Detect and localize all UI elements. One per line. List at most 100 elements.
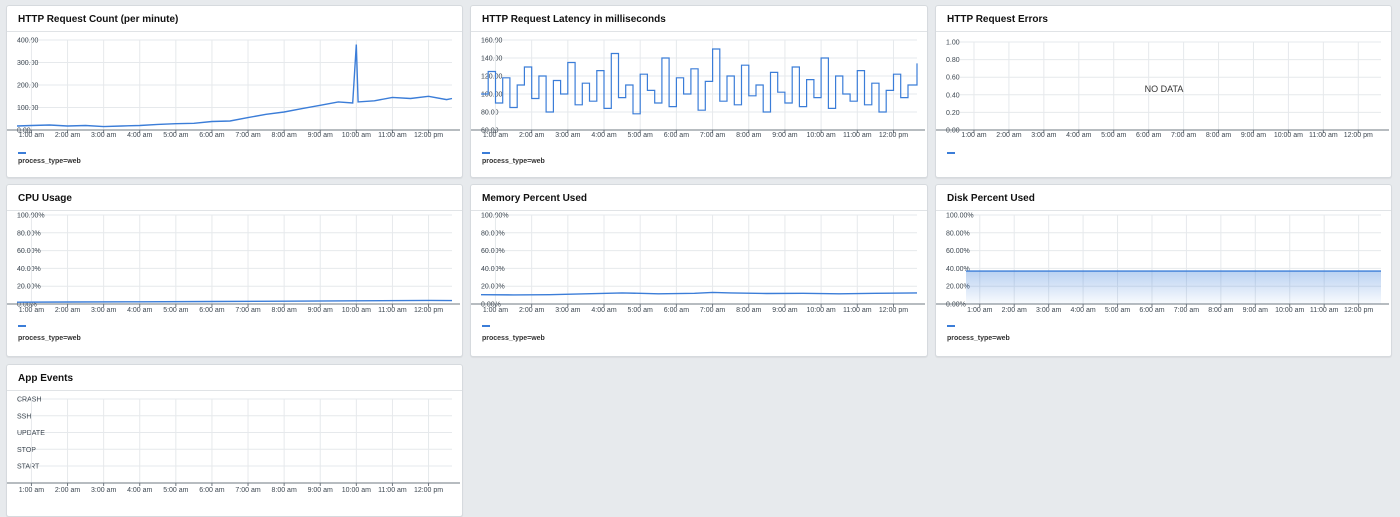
x-tick-label: 3:00 am bbox=[91, 132, 116, 139]
x-tick-label: 11:00 am bbox=[378, 132, 407, 139]
legend-label[interactable]: process_type=web bbox=[18, 158, 81, 165]
y-tick-label: 0.00 bbox=[17, 128, 31, 135]
http-request-count-panel: HTTP Request Count (per minute) 400.00 30… bbox=[6, 5, 463, 178]
x-tick-label: 4:00 am bbox=[1070, 307, 1095, 314]
disk-percent-chart[interactable]: 100.00% 80.00% 60.00% 40.00% 20.00% 0.00%1:00… bbox=[936, 211, 1391, 323]
y-tick-label: 100.00% bbox=[481, 213, 509, 220]
x-tick-label: 1:00 am bbox=[19, 132, 44, 139]
panel-divider bbox=[7, 390, 462, 391]
x-tick-label: 6:00 am bbox=[199, 307, 224, 314]
disk-percent-panel: Disk Percent Used 100.00% 80.00% 60.00% 40.… bbox=[935, 184, 1392, 357]
x-tick-label: 8:00 am bbox=[736, 132, 761, 139]
legend-swatch bbox=[947, 152, 955, 154]
x-tick-label: 1:00 am bbox=[483, 307, 508, 314]
y-tick-label: 300.00 bbox=[17, 60, 39, 67]
y-tick-label: 160.00 bbox=[481, 38, 503, 45]
legend-label[interactable]: process_type=web bbox=[947, 335, 1010, 342]
event-category-label: SSH bbox=[17, 413, 31, 420]
x-tick-label: 7:00 am bbox=[235, 132, 260, 139]
y-tick-label: 1.00 bbox=[946, 40, 960, 47]
app-events-panel: App Events CRASH SSH UPDATE STOP START 1:00 a… bbox=[6, 364, 463, 517]
http-request-latency-chart[interactable]: 160.00 140.00 120.00 100.00 80.00 60.001:00 a… bbox=[471, 32, 927, 144]
x-tick-label: 6:00 am bbox=[199, 132, 224, 139]
x-tick-label: 9:00 am bbox=[1241, 132, 1266, 139]
y-tick-label: 20.00% bbox=[481, 284, 505, 291]
http-request-count-chart[interactable]: 400.00 300.00 200.00 100.00 0.001:00 am 2:00 … bbox=[7, 32, 462, 144]
x-tick-label: 1:00 am bbox=[19, 307, 44, 314]
y-tick-label: 80.00 bbox=[481, 110, 499, 117]
series-line bbox=[16, 299, 453, 303]
series-line bbox=[16, 44, 453, 128]
y-tick-label: 0.00 bbox=[946, 128, 960, 135]
legend-swatch bbox=[18, 152, 26, 154]
y-tick-label: 0.60 bbox=[946, 75, 960, 82]
x-tick-label: 3:00 am bbox=[91, 307, 116, 314]
x-tick-label: 2:00 am bbox=[55, 307, 80, 314]
legend-label[interactable]: process_type=web bbox=[18, 335, 81, 342]
x-tick-label: 2:00 am bbox=[996, 132, 1021, 139]
x-tick-label: 9:00 am bbox=[772, 307, 797, 314]
memory-percent-panel: Memory Percent Used 100.00% 80.00% 60.00% 4… bbox=[470, 184, 928, 357]
x-tick-label: 3:00 am bbox=[555, 132, 580, 139]
x-tick-label: 9:00 am bbox=[1243, 307, 1268, 314]
panel-divider bbox=[7, 31, 462, 32]
event-category-label: CRASH bbox=[17, 397, 42, 404]
series-line bbox=[481, 48, 918, 115]
x-tick-label: 6:00 am bbox=[1136, 132, 1161, 139]
x-tick-label: 8:00 am bbox=[271, 132, 296, 139]
x-tick-label: 4:00 am bbox=[1066, 132, 1091, 139]
y-tick-label: 100.00 bbox=[481, 92, 503, 99]
x-tick-label: 8:00 am bbox=[736, 307, 761, 314]
panel-divider bbox=[936, 31, 1391, 32]
panel-title: App Events bbox=[18, 373, 74, 384]
legend-label[interactable]: process_type=web bbox=[482, 335, 545, 342]
x-tick-label: 12:00 pm bbox=[1344, 307, 1373, 314]
x-tick-label: 5:00 am bbox=[628, 132, 653, 139]
x-tick-label: 3:00 am bbox=[555, 307, 580, 314]
x-tick-label: 11:00 am bbox=[378, 307, 407, 314]
x-tick-label: 8:00 am bbox=[1208, 307, 1233, 314]
cpu-usage-panel: CPU Usage 100.00% 80.00% 60.00% 40.00% 20.00… bbox=[6, 184, 463, 357]
x-tick-label: 7:00 am bbox=[700, 132, 725, 139]
x-tick-label: 5:00 am bbox=[163, 487, 188, 494]
x-tick-label: 3:00 am bbox=[91, 487, 116, 494]
x-tick-label: 1:00 am bbox=[19, 487, 44, 494]
x-tick-label: 9:00 am bbox=[308, 132, 333, 139]
legend-label[interactable]: process_type=web bbox=[482, 158, 545, 165]
http-request-errors-panel: HTTP Request Errors 1.00 0.80 0.60 0.40 0.20… bbox=[935, 5, 1392, 178]
x-tick-label: 5:00 am bbox=[163, 307, 188, 314]
y-tick-label: 80.00% bbox=[481, 230, 505, 237]
y-tick-label: 60.00% bbox=[481, 248, 505, 255]
x-tick-label: 4:00 am bbox=[591, 132, 616, 139]
x-tick-label: 5:00 am bbox=[1105, 307, 1130, 314]
legend-swatch bbox=[947, 325, 955, 327]
y-tick-label: 60.00% bbox=[946, 248, 970, 255]
panel-divider bbox=[936, 210, 1391, 211]
http-request-errors-chart[interactable]: 1.00 0.80 0.60 0.40 0.20 0.001:00 am 2:00 am 3:… bbox=[936, 32, 1391, 144]
x-tick-label: 3:00 am bbox=[1031, 132, 1056, 139]
y-tick-label: 100.00 bbox=[17, 105, 39, 112]
x-tick-label: 7:00 am bbox=[235, 487, 260, 494]
y-tick-label: 40.00% bbox=[17, 266, 41, 273]
event-category-label: START bbox=[17, 464, 40, 471]
cpu-usage-chart[interactable]: 100.00% 80.00% 60.00% 40.00% 20.00% 0.00%1:00… bbox=[7, 211, 462, 323]
x-tick-label: 2:00 am bbox=[55, 487, 80, 494]
x-tick-label: 10:00 am bbox=[1274, 132, 1303, 139]
y-tick-label: 0.00% bbox=[17, 302, 37, 309]
x-tick-label: 8:00 am bbox=[271, 307, 296, 314]
x-tick-label: 6:00 am bbox=[199, 487, 224, 494]
x-tick-label: 12:00 pm bbox=[879, 307, 908, 314]
x-tick-label: 2:00 am bbox=[1002, 307, 1027, 314]
y-tick-label: 140.00 bbox=[481, 56, 503, 63]
y-tick-label: 80.00% bbox=[946, 230, 970, 237]
x-tick-label: 4:00 am bbox=[127, 487, 152, 494]
x-tick-label: 9:00 am bbox=[308, 487, 333, 494]
memory-percent-chart[interactable]: 100.00% 80.00% 60.00% 40.00% 20.00% 0.00%1:00… bbox=[471, 211, 927, 323]
x-tick-label: 11:00 am bbox=[843, 132, 872, 139]
x-tick-label: 8:00 am bbox=[1206, 132, 1231, 139]
y-tick-label: 40.00% bbox=[481, 266, 505, 273]
y-tick-label: 0.00% bbox=[481, 302, 501, 309]
x-tick-label: 2:00 am bbox=[55, 132, 80, 139]
x-tick-label: 5:00 am bbox=[628, 307, 653, 314]
